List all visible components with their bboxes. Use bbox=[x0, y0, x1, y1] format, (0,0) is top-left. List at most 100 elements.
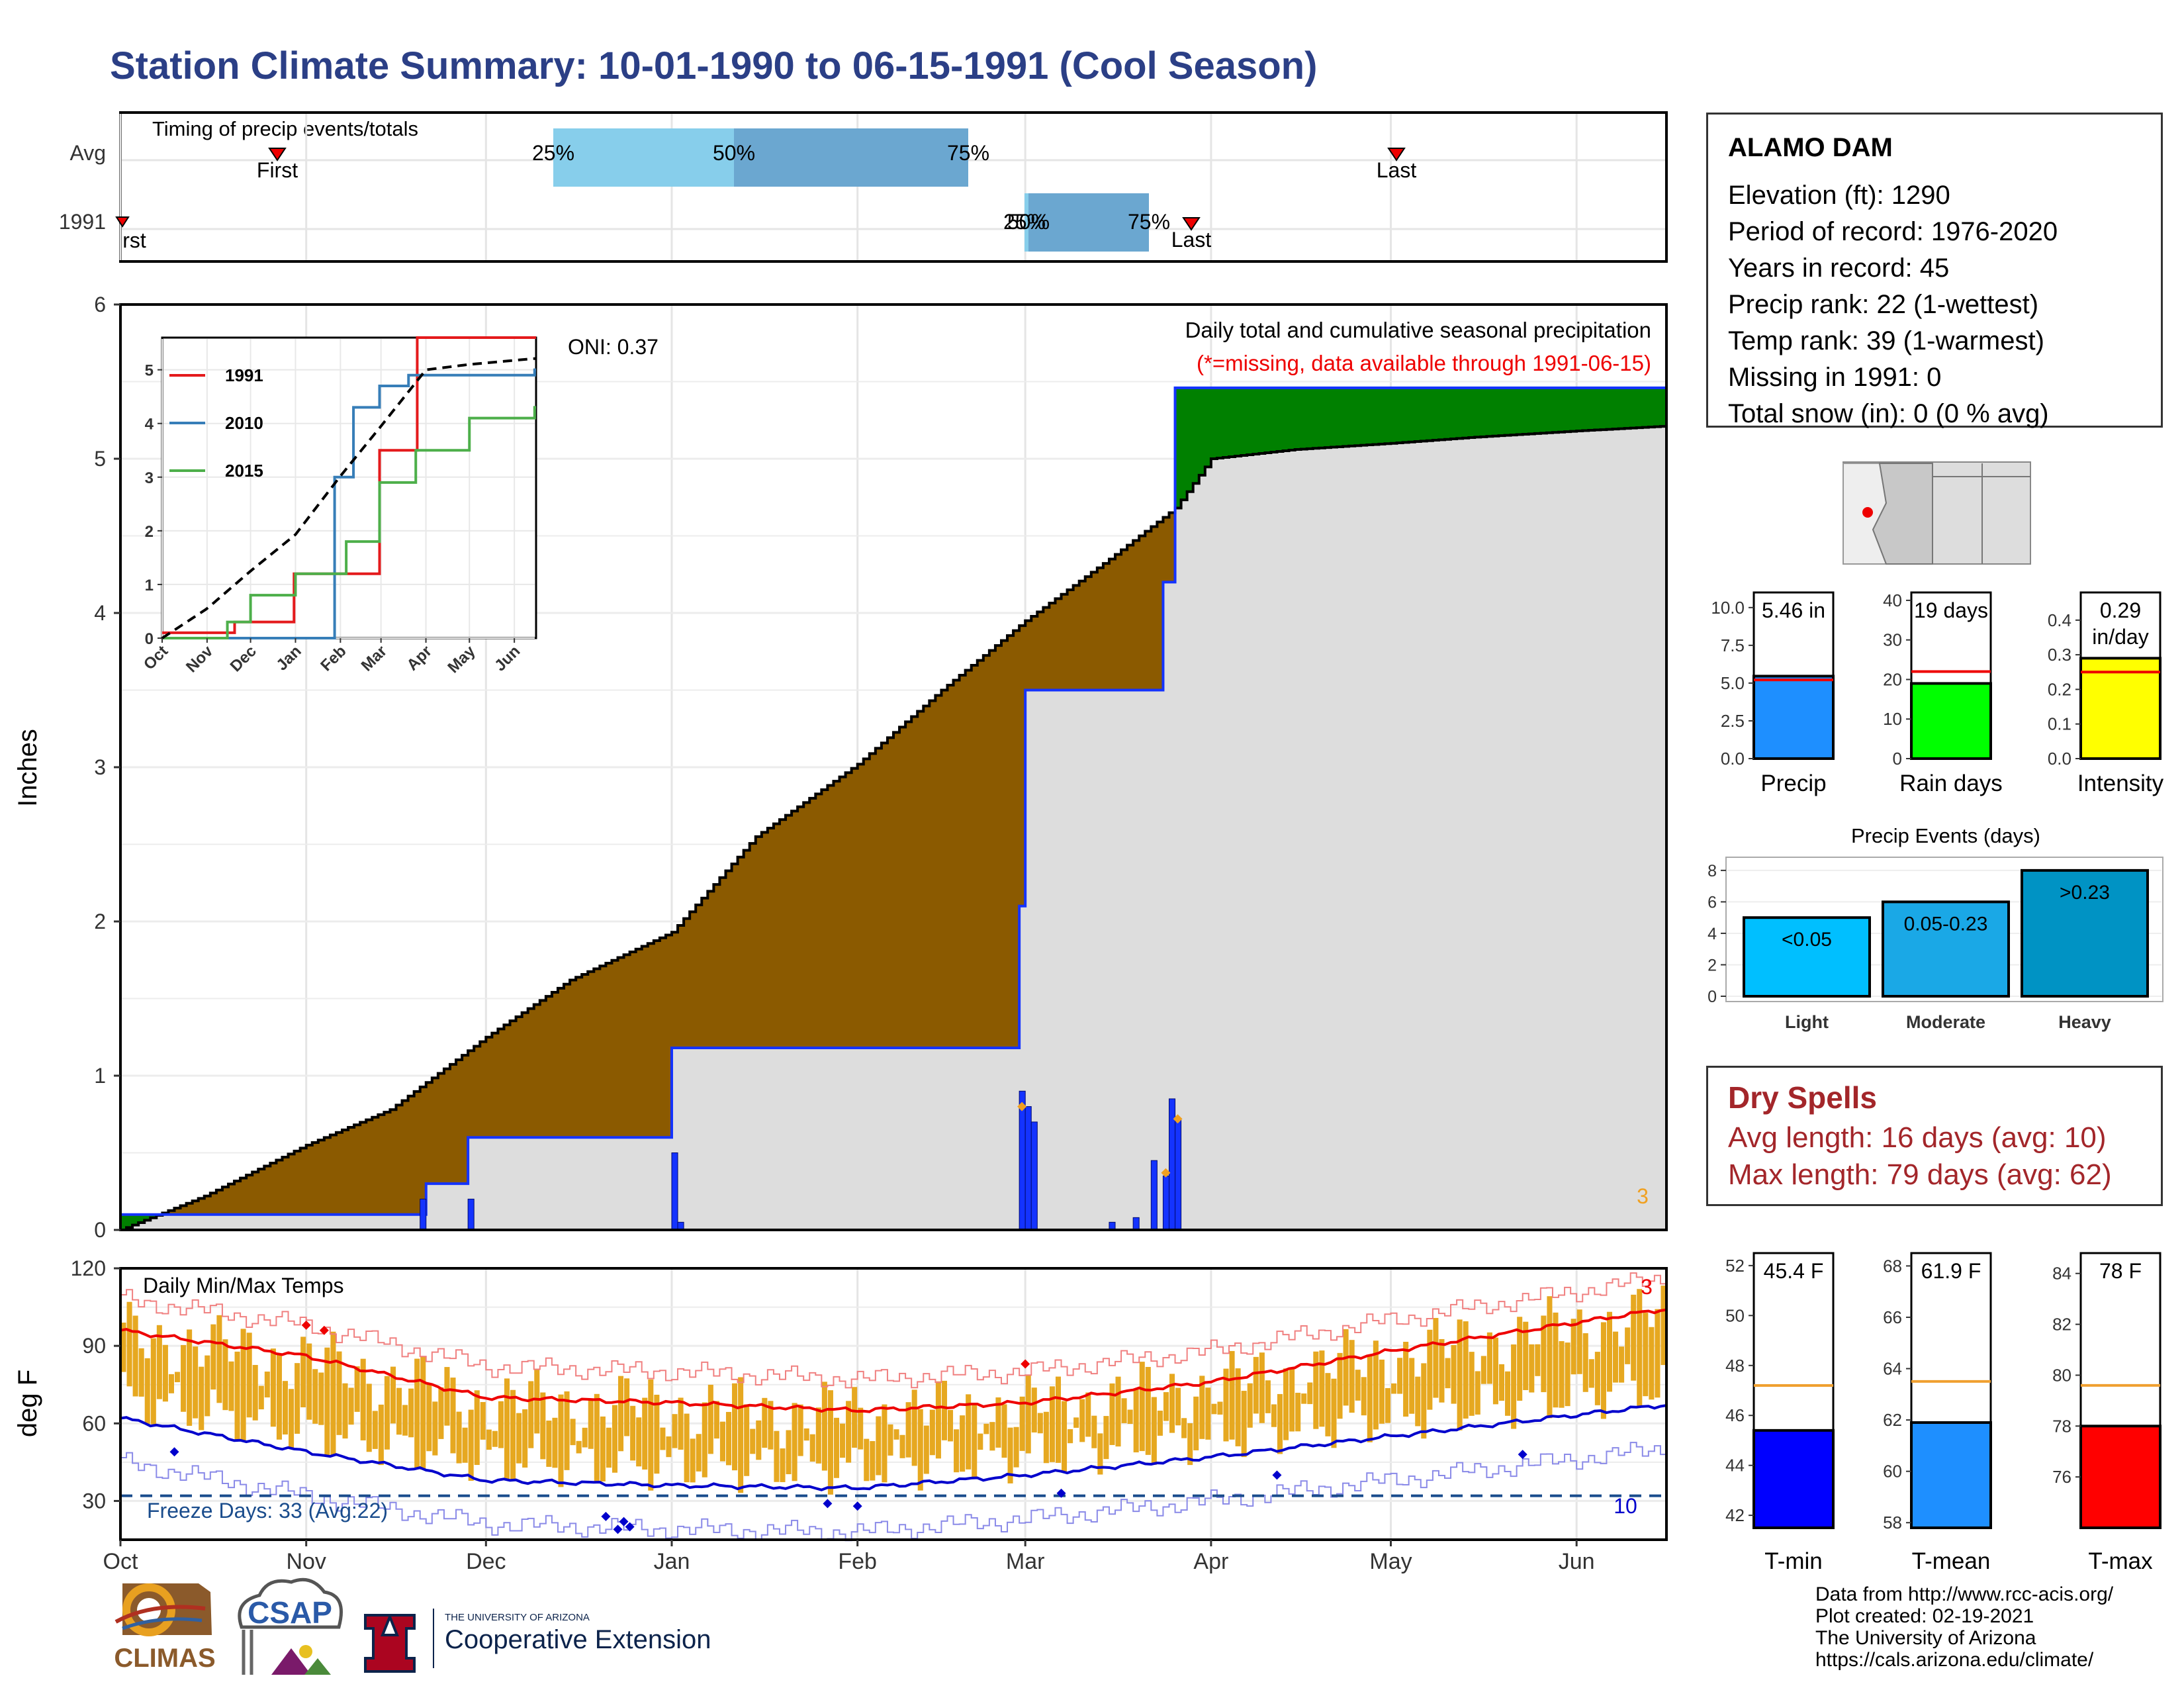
daily-temp-bar bbox=[1457, 1319, 1463, 1430]
temp-xtick-label: Mar bbox=[1006, 1549, 1045, 1574]
station-missing: Missing in 1991: 0 bbox=[1728, 363, 1942, 392]
daily-temp-bar bbox=[126, 1301, 132, 1387]
avg-p50-label: 50% bbox=[713, 141, 755, 165]
daily-temp-bar bbox=[414, 1358, 420, 1470]
events-ytick-label: 4 bbox=[1707, 925, 1717, 943]
oni-label: ONI: 0.37 bbox=[568, 335, 659, 359]
daily-temp-bar bbox=[234, 1351, 240, 1440]
missing-data-marker bbox=[1173, 1114, 1183, 1124]
freeze-label: Freeze Days: 33 (Avg:22) bbox=[147, 1499, 388, 1523]
daily-temp-bar bbox=[911, 1389, 917, 1466]
daily-temp-bar bbox=[1511, 1344, 1517, 1429]
daily-temp-bar bbox=[1600, 1322, 1606, 1419]
record-temp-marker bbox=[625, 1522, 635, 1532]
daily-temp-bar bbox=[719, 1421, 725, 1462]
daily-temp-bar bbox=[1480, 1356, 1486, 1384]
events-ytick-label: 6 bbox=[1707, 893, 1717, 912]
temp-ytick-label: 90 bbox=[82, 1334, 106, 1358]
daily-temp-bar bbox=[893, 1429, 899, 1440]
daily-temp-bar bbox=[222, 1339, 228, 1411]
daily-temp-bar bbox=[966, 1394, 972, 1470]
daily-temp-bar bbox=[252, 1364, 258, 1421]
daily-temp-bar bbox=[318, 1372, 324, 1425]
daily-precip-bar bbox=[1162, 1175, 1169, 1231]
station-temp-rank: Temp rank: 39 (1-warmest) bbox=[1728, 326, 2044, 355]
precip-ytick-label: 5 bbox=[94, 447, 106, 471]
temp-ytick-label: 30 bbox=[82, 1489, 106, 1513]
daily-temp-bar bbox=[1619, 1346, 1625, 1383]
daily-temp-bar bbox=[803, 1428, 809, 1441]
precip-ylabel: Inches bbox=[13, 729, 42, 807]
daily-temp-bar bbox=[486, 1429, 492, 1450]
daily-temp-bar bbox=[1199, 1376, 1205, 1439]
daily-temp-bar bbox=[282, 1381, 289, 1435]
daily-temp-bar bbox=[797, 1404, 803, 1456]
daily-temp-bar bbox=[1523, 1321, 1529, 1390]
daily-temp-bar bbox=[618, 1376, 624, 1452]
daily-temp-bar bbox=[1175, 1387, 1181, 1426]
daily-temp-bar bbox=[402, 1405, 408, 1436]
daily-temp-bar bbox=[324, 1347, 330, 1456]
mini-chart-ytick-label: 64 bbox=[1883, 1359, 1902, 1379]
daily-temp-bar bbox=[1649, 1327, 1655, 1400]
daily-temp-bar bbox=[1655, 1309, 1661, 1398]
daily-temp-bar bbox=[899, 1434, 905, 1458]
mini-chart-bar bbox=[2079, 1425, 2161, 1530]
daily-temp-bar bbox=[1271, 1404, 1277, 1427]
daily-temp-bar bbox=[522, 1409, 528, 1468]
daily-temp-bar bbox=[762, 1397, 768, 1448]
mini-chart-ytick-label: 44 bbox=[1725, 1456, 1745, 1476]
daily-temp-bar bbox=[995, 1397, 1001, 1448]
mini-chart-ytick-label: 46 bbox=[1725, 1405, 1745, 1425]
precip-subtitle: (*=missing, data available through 1991-… bbox=[1197, 351, 1651, 375]
daily-temp-bar bbox=[690, 1438, 696, 1483]
daily-temp-bar bbox=[570, 1419, 576, 1446]
daily-temp-bar bbox=[546, 1421, 552, 1467]
mini-chart-ytick-label: 0.4 bbox=[2048, 610, 2071, 630]
record-temp-marker bbox=[1021, 1359, 1030, 1369]
temp-xtick-label: Feb bbox=[838, 1549, 877, 1574]
missing-data-marker bbox=[1017, 1102, 1027, 1111]
missing-data-marker bbox=[1161, 1168, 1171, 1178]
timing-row-1991: 1991 bbox=[59, 210, 106, 234]
daily-precip-bar bbox=[671, 1152, 678, 1231]
events-title: Precip Events (days) bbox=[1851, 824, 2040, 847]
daily-precip-bar bbox=[1175, 1118, 1182, 1231]
inset-ytick-label: 2 bbox=[145, 523, 154, 541]
daily-temp-bar bbox=[594, 1393, 600, 1481]
daily-temp-bar bbox=[1187, 1423, 1193, 1466]
daily-temp-bar bbox=[138, 1348, 144, 1397]
daily-temp-bar bbox=[1205, 1387, 1211, 1440]
y1991-p75-label: 75% bbox=[1128, 210, 1170, 234]
daily-precip-bar bbox=[1024, 1106, 1032, 1231]
daily-temp-bar bbox=[954, 1429, 960, 1473]
mini-chart-category: Intensity bbox=[2077, 771, 2164, 796]
daily-temp-bar bbox=[1085, 1392, 1091, 1437]
y1991-25-75-bar bbox=[1024, 193, 1149, 252]
daily-temp-bar bbox=[1121, 1398, 1127, 1423]
daily-temp-bar bbox=[1409, 1358, 1415, 1414]
daily-temp-bar bbox=[199, 1366, 205, 1430]
daily-temp-bar bbox=[786, 1430, 792, 1475]
daily-temp-bar bbox=[456, 1411, 462, 1464]
daily-temp-bar bbox=[1169, 1374, 1175, 1433]
daily-temp-bar bbox=[360, 1358, 366, 1440]
arizona-map bbox=[1843, 461, 2031, 565]
daily-temp-bar bbox=[144, 1358, 150, 1425]
daily-temp-bar bbox=[809, 1434, 815, 1462]
daily-temp-bar bbox=[947, 1409, 954, 1442]
daily-temp-bar bbox=[444, 1367, 450, 1426]
credit-line: Plot created: 02-19-2021 bbox=[1815, 1605, 2034, 1627]
daily-precip-bar bbox=[1030, 1121, 1038, 1231]
daily-temp-bar bbox=[492, 1430, 498, 1447]
events-bar-label: <0.05 bbox=[1782, 929, 1832, 951]
daily-temp-bar bbox=[1361, 1377, 1367, 1416]
mini-chart-ytick-label: 68 bbox=[1883, 1256, 1902, 1276]
daily-temp-bar bbox=[678, 1397, 684, 1450]
record-low-line bbox=[120, 1442, 1667, 1542]
temp-ytick-label: 120 bbox=[71, 1256, 106, 1280]
daily-temp-bar bbox=[1319, 1350, 1325, 1427]
inset-legend-label: 1991 bbox=[225, 365, 263, 385]
avg-p25-label: 25% bbox=[532, 141, 574, 165]
events-bar bbox=[2021, 868, 2149, 998]
